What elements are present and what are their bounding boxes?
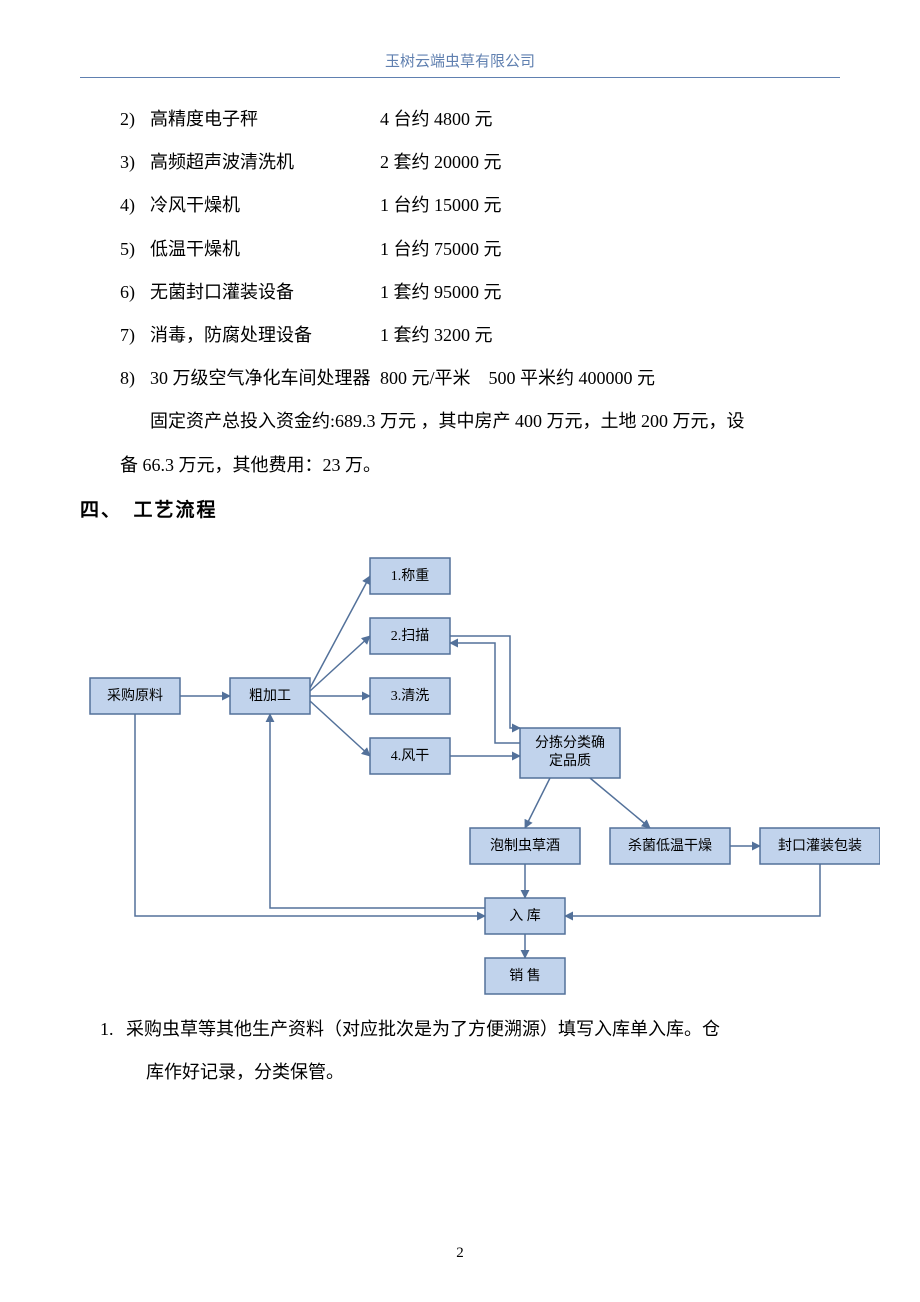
flow-node-buy: 采购原料	[90, 678, 180, 714]
flow-edge	[310, 576, 370, 688]
svg-text:泡制虫草酒: 泡制虫草酒	[490, 838, 560, 854]
equipment-num: 6)	[120, 271, 150, 314]
flow-edge	[565, 864, 820, 916]
page-number: 2	[0, 1245, 920, 1262]
equipment-num: 3)	[120, 141, 150, 184]
equipment-spec: 800 元/平米 500 平米约 400000 元	[380, 357, 840, 400]
flow-node-dry: 杀菌低温干燥	[610, 828, 730, 864]
equipment-name: 高精度电子秤	[150, 98, 380, 141]
process-flowchart: 采购原料 粗加工 1.称重 2.扫描 3.清洗 4.风干 分拣分类确定品质泡制虫草酒 杀菌低温…	[80, 528, 860, 1008]
flow-node-n1: 1.称重	[370, 558, 450, 594]
flow-node-pack: 封口灌装包装	[760, 828, 880, 864]
equipment-num: 5)	[120, 228, 150, 271]
flow-edge	[310, 701, 370, 756]
equipment-spec: 2 套约 20000 元	[380, 141, 840, 184]
flow-edge	[590, 778, 650, 828]
svg-text:1.称重: 1.称重	[391, 568, 430, 584]
equipment-row: 5)低温干燥机1 台约 75000 元	[80, 228, 840, 271]
equipment-num: 8)	[120, 357, 150, 400]
equipment-num: 4)	[120, 184, 150, 227]
flow-node-rough: 粗加工	[230, 678, 310, 714]
equipment-num: 7)	[120, 314, 150, 357]
svg-text:2.扫描: 2.扫描	[391, 628, 430, 644]
flow-node-sell: 销 售	[485, 958, 565, 994]
equipment-spec: 1 台约 75000 元	[380, 228, 840, 271]
svg-text:4.风干: 4.风干	[391, 749, 430, 764]
flow-node-wine: 泡制虫草酒	[470, 828, 580, 864]
equipment-name: 冷风干燥机	[150, 184, 380, 227]
flow-node-n2: 2.扫描	[370, 618, 450, 654]
equipment-row: 6)无菌封口灌装设备1 套约 95000 元	[80, 271, 840, 314]
flow-node-n3: 3.清洗	[370, 678, 450, 714]
summary-line-1: 固定资产总投入资金约:689.3 万元 ，其中房产 400 万元，土地 200 …	[80, 400, 840, 443]
flow-node-sort: 分拣分类确定品质	[520, 728, 620, 778]
equipment-name: 无菌封口灌装设备	[150, 271, 380, 314]
page-header: 玉树云端虫草有限公司	[80, 50, 840, 78]
svg-text:3.清洗: 3.清洗	[391, 688, 430, 704]
flow-node-n4: 4.风干	[370, 738, 450, 774]
equipment-name: 30 万级空气净化车间处理器	[150, 357, 380, 400]
after-line-1: 采购虫草等其他生产资料（对应批次是为了方便溯源）填写入库单入库。仓	[126, 1019, 720, 1039]
equipment-spec: 4 台约 4800 元	[380, 98, 840, 141]
flow-edge	[450, 636, 520, 728]
equipment-row: 4)冷风干燥机1 台约 15000 元	[80, 184, 840, 227]
equipment-name: 高频超声波清洗机	[150, 141, 380, 184]
equipment-row: 7)消毒，防腐处理设备1 套约 3200 元	[80, 314, 840, 357]
equipment-num: 2)	[120, 98, 150, 141]
svg-text:销 售: 销 售	[509, 968, 541, 984]
svg-text:封口灌装包装: 封口灌装包装	[778, 838, 862, 854]
equipment-name: 消毒，防腐处理设备	[150, 314, 380, 357]
svg-text:定品质: 定品质	[549, 753, 591, 769]
equipment-row: 2)高精度电子秤4 台约 4800 元	[80, 98, 840, 141]
equipment-row: 8)30 万级空气净化车间处理器800 元/平米 500 平米约 400000 …	[80, 357, 840, 400]
equipment-spec: 1 套约 95000 元	[380, 271, 840, 314]
flow-edge	[525, 778, 550, 828]
summary-line-2: 备 66.3 万元，其他费用：23 万。	[80, 444, 840, 487]
after-num: 1.	[100, 1008, 126, 1051]
equipment-spec: 1 套约 3200 元	[380, 314, 840, 357]
svg-text:杀菌低温干燥: 杀菌低温干燥	[628, 838, 712, 854]
svg-text:入 库: 入 库	[509, 908, 541, 924]
equipment-row: 3)高频超声波清洗机2 套约 20000 元	[80, 141, 840, 184]
svg-text:分拣分类确: 分拣分类确	[535, 735, 605, 751]
after-line-2: 库作好记录，分类保管。	[100, 1051, 840, 1094]
equipment-list: 2)高精度电子秤4 台约 4800 元3)高频超声波清洗机2 套约 20000 …	[80, 98, 840, 400]
svg-text:采购原料: 采购原料	[107, 688, 163, 704]
flow-node-store: 入 库	[485, 898, 565, 934]
equipment-name: 低温干燥机	[150, 228, 380, 271]
equipment-spec: 1 台约 15000 元	[380, 184, 840, 227]
flow-edge	[310, 636, 370, 691]
svg-text:粗加工: 粗加工	[249, 688, 291, 704]
section-title: 四、 工艺流程	[80, 495, 840, 522]
